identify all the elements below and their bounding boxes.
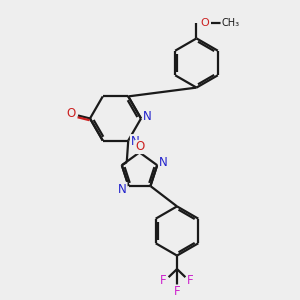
Text: F: F (174, 285, 180, 298)
Text: N: N (143, 110, 152, 124)
Text: N: N (130, 135, 139, 148)
Text: F: F (187, 274, 194, 287)
Text: CH₃: CH₃ (221, 18, 239, 28)
Text: N: N (159, 156, 168, 169)
Text: O: O (136, 140, 145, 154)
Text: N: N (118, 182, 127, 196)
Text: O: O (200, 18, 209, 28)
Text: F: F (160, 274, 167, 287)
Text: O: O (67, 107, 76, 121)
